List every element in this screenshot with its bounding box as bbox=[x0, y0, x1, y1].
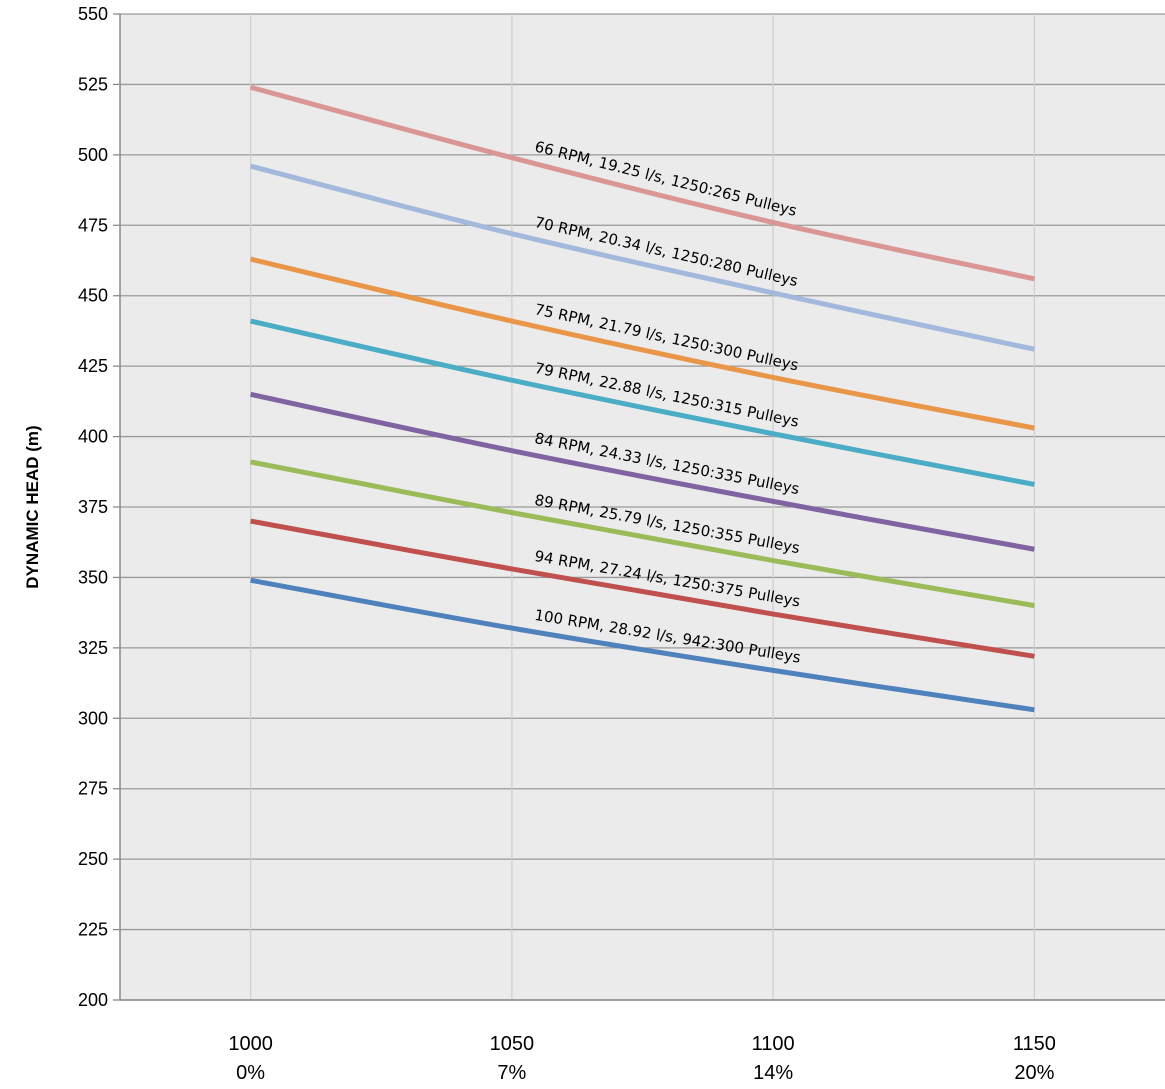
y-tick-label: 425 bbox=[78, 356, 108, 376]
y-tick-label: 300 bbox=[78, 708, 108, 728]
series-line-8 bbox=[250, 577, 1035, 713]
series-line-7 bbox=[250, 518, 1035, 659]
y-tick-label: 225 bbox=[78, 920, 108, 940]
y-tick-label: 350 bbox=[78, 567, 108, 587]
gridlines bbox=[120, 13, 1165, 1001]
y-tick-label: 275 bbox=[78, 779, 108, 799]
series-line-1 bbox=[249, 84, 1035, 282]
x-tick-percent-label: 20% bbox=[1014, 1062, 1054, 1084]
x-tick-label: 1050 bbox=[490, 1033, 535, 1055]
y-axis-label: DYNAMIC HEAD (m) bbox=[23, 425, 42, 588]
y-tick-label: 475 bbox=[78, 215, 108, 235]
x-tick-percent-label: 14% bbox=[753, 1062, 793, 1084]
y-tick-label: 525 bbox=[78, 74, 108, 94]
y-tick-label: 400 bbox=[78, 427, 108, 447]
y-tick-label: 375 bbox=[78, 497, 108, 517]
y-tick-label: 200 bbox=[78, 990, 108, 1010]
series-lines bbox=[249, 84, 1035, 713]
y-tick-label: 250 bbox=[78, 849, 108, 869]
series-line-2 bbox=[249, 163, 1035, 352]
y-tick-label: 450 bbox=[78, 286, 108, 306]
series-line-4 bbox=[250, 318, 1035, 487]
tick-labels: 200 225 250 275 300 325 350 375 400 425 450 475 500 5… bbox=[78, 4, 1056, 1084]
x-tick-label: 1100 bbox=[752, 1033, 795, 1055]
x-tick-percent-label: 7% bbox=[497, 1062, 526, 1084]
x-tick-label: 1000 bbox=[228, 1033, 273, 1055]
y-tick-label: 500 bbox=[78, 145, 108, 165]
series-line-3 bbox=[250, 256, 1035, 431]
series-line-5 bbox=[250, 391, 1035, 552]
x-tick-label: 1150 bbox=[1013, 1033, 1056, 1055]
y-tick-label: 550 bbox=[78, 4, 108, 24]
series-line-6 bbox=[250, 459, 1035, 609]
y-tick-label: 325 bbox=[78, 638, 108, 658]
x-tick-percent-label: 0% bbox=[236, 1062, 265, 1084]
axes bbox=[113, 13, 1165, 1001]
